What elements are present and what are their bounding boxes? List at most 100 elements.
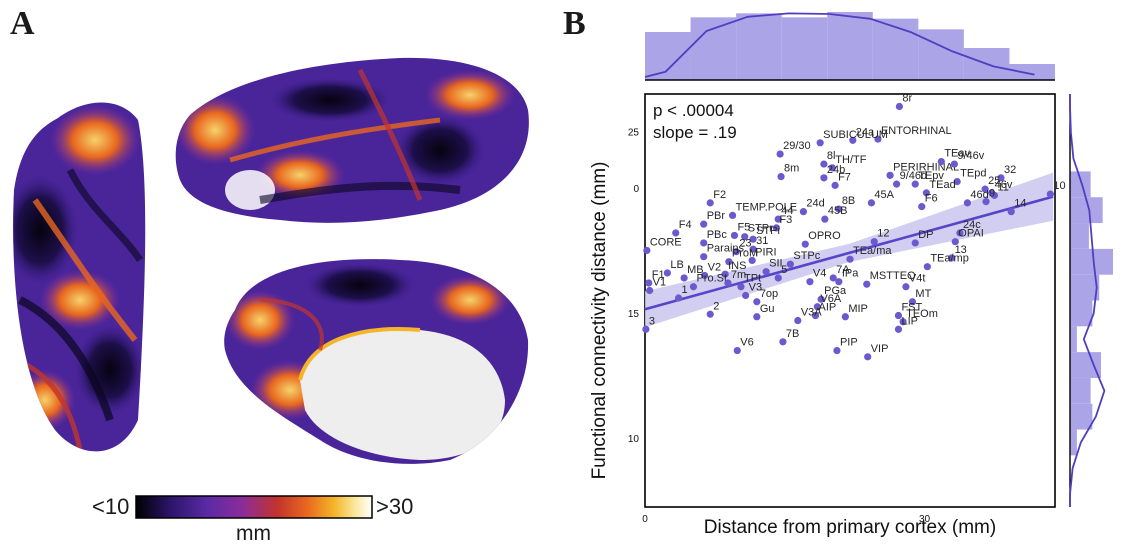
- point-label: 24d: [806, 198, 824, 210]
- point-label: 45A: [874, 189, 894, 201]
- point-label: 32: [1004, 164, 1016, 176]
- data-point: [908, 298, 917, 306]
- point-label: ENTORHINAL: [881, 125, 952, 137]
- data-point: [835, 205, 843, 213]
- data-point: [963, 199, 972, 207]
- data-point: [762, 268, 770, 276]
- x-histogram-bar: [645, 32, 691, 80]
- colorbar: [135, 495, 373, 519]
- data-point: [1007, 208, 1015, 216]
- data-point: [786, 260, 794, 268]
- x-histogram-bar: [736, 13, 782, 80]
- point-label: PBr: [707, 210, 726, 222]
- point-label: Gu: [760, 303, 775, 315]
- point-label: V1: [653, 276, 666, 288]
- y-histogram-bar: [1070, 274, 1100, 301]
- data-point: [997, 174, 1005, 182]
- point-label: FST: [901, 302, 922, 314]
- data-point: [737, 283, 745, 291]
- data-point: [732, 248, 740, 256]
- data-point: [689, 283, 698, 291]
- data-point: [833, 346, 841, 355]
- point-label: TEad: [929, 179, 955, 191]
- data-point: [982, 198, 990, 206]
- data-point: [724, 279, 732, 287]
- data-point: [947, 254, 956, 262]
- point-label: V6: [740, 337, 753, 349]
- point-label: TPt: [744, 273, 761, 285]
- point-label: MIP: [848, 303, 868, 315]
- data-point: [923, 263, 931, 271]
- point-label: Pro.St: [696, 273, 727, 285]
- point-label: ProM: [732, 248, 758, 260]
- data-point: [895, 102, 903, 111]
- data-point: [672, 229, 680, 237]
- x-histogram-bar: [827, 12, 873, 80]
- point-label: 25: [988, 175, 1000, 187]
- data-point: [990, 191, 999, 199]
- point-label: V3: [749, 281, 762, 293]
- point-label: SUBICULUM: [823, 129, 888, 141]
- x-tick-label: 0: [642, 514, 648, 525]
- data-point: [749, 235, 757, 243]
- data-point: [829, 274, 837, 282]
- point-label: MSTTEO: [870, 270, 916, 282]
- data-point: [835, 278, 843, 286]
- data-point: [725, 258, 733, 266]
- point-label: 23: [739, 238, 751, 250]
- point-label: V6A: [820, 293, 841, 305]
- y-histogram-bar: [1070, 429, 1077, 456]
- point-label: 8m: [784, 163, 799, 175]
- point-label: 44: [781, 205, 793, 217]
- point-label: 8l: [827, 150, 836, 162]
- data-point: [863, 280, 871, 288]
- data-point: [774, 215, 782, 223]
- data-point: [663, 269, 671, 277]
- y-tick-label: 15: [628, 309, 640, 320]
- data-point: [831, 181, 839, 189]
- data-point: [828, 164, 836, 172]
- point-label: 2: [713, 300, 719, 312]
- point-label: 24a: [856, 126, 875, 138]
- data-point: [902, 283, 910, 291]
- point-label: F3: [779, 214, 792, 226]
- point-label: TEa/mp: [930, 253, 969, 265]
- data-point: [922, 189, 931, 197]
- point-label: 9/46v: [957, 150, 984, 162]
- point-label: 24c: [963, 219, 981, 231]
- data-point: [911, 180, 919, 188]
- point-label: 45B: [828, 205, 848, 217]
- point-label: OPAI: [958, 228, 983, 240]
- data-point: [950, 160, 958, 168]
- regression-line: [644, 195, 1054, 311]
- data-point: [794, 316, 802, 325]
- point-label: AIP: [819, 302, 837, 314]
- marginal-y-histogram: [1069, 94, 1113, 507]
- y-histogram-bar: [1070, 171, 1091, 198]
- data-point: [911, 239, 919, 247]
- point-label: 29/30: [783, 140, 811, 152]
- point-label: 7B: [786, 328, 799, 340]
- y-histogram-bar: [1070, 248, 1113, 275]
- data-point: [776, 150, 784, 158]
- point-label: SII: [769, 258, 782, 270]
- data-point: [721, 270, 729, 278]
- point-label: 8r: [902, 93, 912, 105]
- data-point: [821, 215, 829, 223]
- data-point: [846, 255, 854, 263]
- point-label: F4: [679, 219, 692, 231]
- point-label: 46v: [995, 179, 1013, 191]
- data-point: [701, 271, 709, 280]
- x-histogram-bar: [918, 29, 964, 80]
- data-point: [937, 157, 945, 166]
- point-label: F6: [925, 193, 938, 205]
- data-point: [870, 238, 878, 246]
- data-point: [733, 346, 741, 355]
- point-label: 11: [997, 181, 1008, 193]
- data-point: [642, 325, 650, 333]
- brain-view-medial: [224, 259, 529, 464]
- y-histogram-bar: [1070, 403, 1093, 430]
- point-label: V3A: [801, 307, 822, 319]
